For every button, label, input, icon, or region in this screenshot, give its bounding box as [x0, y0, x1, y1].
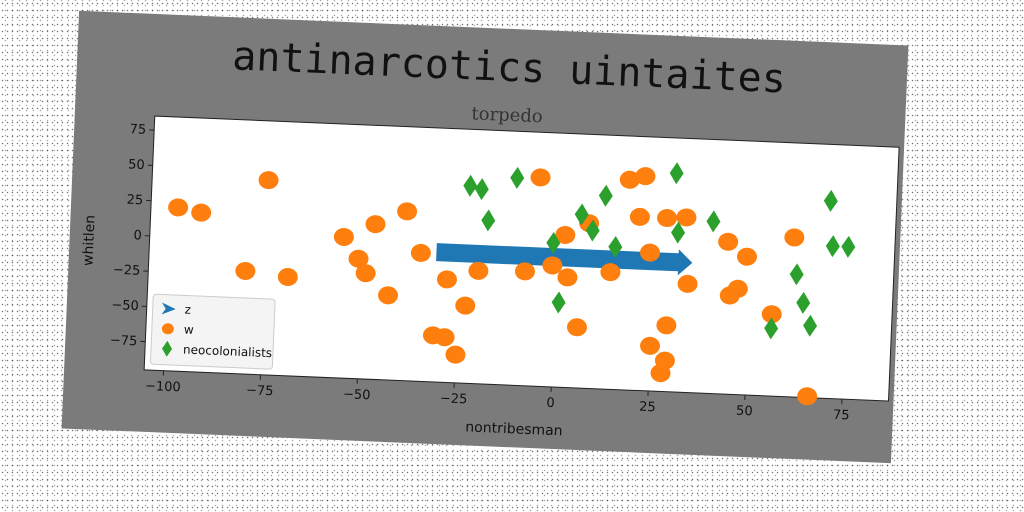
point-w — [258, 171, 279, 190]
y-tick-label: −25 — [113, 263, 141, 279]
point-w — [654, 351, 675, 370]
point-w — [468, 261, 489, 280]
legend-marker-neocolonialists — [162, 340, 173, 357]
point-w — [436, 270, 457, 289]
point-w — [410, 243, 431, 262]
point-w — [168, 198, 189, 217]
x-tick-label: −75 — [246, 383, 274, 399]
x-tick-label: 50 — [736, 404, 753, 420]
point-neocolonialists — [481, 209, 496, 232]
point-neocolonialists — [474, 178, 489, 201]
y-tick-label: 0 — [133, 228, 142, 243]
point-w — [797, 387, 818, 406]
point-neocolonialists — [789, 263, 804, 286]
point-w — [656, 316, 677, 335]
point-neocolonialists — [510, 166, 525, 189]
point-neocolonialists — [546, 231, 561, 254]
point-w — [640, 336, 661, 355]
point-w — [718, 232, 739, 251]
figure-card: antinarcotics uintaites torpedo −100 −75−… — [61, 10, 909, 464]
point-w — [657, 209, 678, 228]
y-axis-label: whitlen — [80, 215, 98, 267]
point-w — [378, 286, 399, 305]
point-w — [277, 267, 298, 287]
point-w — [455, 296, 476, 315]
point-w — [514, 262, 535, 281]
point-w — [727, 279, 748, 298]
legend: zw neocolonialists — [150, 293, 276, 370]
x-tick-label: −25 — [440, 391, 468, 407]
chart-subtitle: torpedo — [471, 103, 543, 127]
point-w — [761, 305, 782, 324]
point-w — [600, 263, 621, 282]
point-w — [640, 243, 661, 262]
point-w — [397, 202, 418, 221]
y-tick-label: 50 — [128, 157, 145, 173]
point-w — [348, 249, 369, 268]
point-neocolonialists — [796, 291, 811, 314]
point-neocolonialists — [551, 291, 566, 314]
point-neocolonialists — [825, 235, 840, 258]
point-w — [434, 328, 455, 347]
point-w — [677, 274, 698, 293]
x-tick-label: −50 — [343, 387, 371, 403]
point-neocolonialists — [608, 235, 623, 258]
x-tick-label: −100 — [145, 379, 181, 395]
point-neocolonialists — [823, 189, 838, 212]
plot-marks — [168, 162, 856, 406]
point-w — [530, 168, 551, 187]
point-w — [736, 247, 757, 266]
point-w — [445, 345, 466, 364]
point-w — [365, 215, 386, 234]
scatter-chart: antinarcotics uintaites torpedo −100 −75−… — [80, 33, 900, 439]
point-w — [567, 318, 588, 337]
legend-label-neocolonialists: neocolonialists — [183, 342, 273, 360]
point-w — [333, 227, 354, 246]
point-w — [355, 264, 376, 283]
point-w — [555, 225, 576, 244]
y-tick-label: −50 — [111, 298, 139, 314]
legend-box — [150, 293, 276, 370]
x-tick-label: 0 — [546, 396, 555, 411]
point-neocolonialists — [706, 210, 721, 233]
point-neocolonialists — [598, 184, 613, 207]
point-neocolonialists — [669, 162, 684, 185]
point-w — [542, 256, 563, 275]
point-w — [235, 261, 256, 280]
x-tick-label: 25 — [639, 400, 656, 416]
point-w — [557, 268, 578, 287]
legend-marker-w — [161, 323, 174, 335]
point-w — [635, 167, 656, 186]
y-tick-label: −75 — [110, 333, 138, 349]
point-neocolonialists — [803, 314, 818, 337]
chart-title: antinarcotics uintaites — [231, 33, 786, 102]
x-axis-label: nontribesman — [465, 419, 563, 439]
point-w — [676, 208, 697, 227]
y-tick-label: 25 — [126, 193, 143, 209]
legend-label-z: z — [184, 302, 191, 316]
arrow-mark-z — [436, 243, 693, 276]
point-w — [629, 207, 650, 226]
x-axis: −100 −75 −50 −25 0 25 50 75 — [145, 370, 850, 424]
point-neocolonialists — [574, 203, 589, 226]
point-neocolonialists — [764, 317, 779, 340]
point-neocolonialists — [671, 221, 686, 244]
point-neocolonialists — [463, 174, 478, 197]
legend-marker-z — [161, 302, 176, 315]
point-w — [191, 203, 212, 222]
y-axis: 75 50 25 0 −25 −50 −75 — [110, 122, 155, 349]
legend-label-w: w — [184, 322, 195, 336]
point-w — [619, 170, 640, 189]
point-w — [784, 228, 805, 247]
y-tick-label: 75 — [129, 122, 146, 138]
x-tick-label: 75 — [833, 408, 850, 424]
point-neocolonialists — [841, 235, 856, 258]
point-neocolonialists — [585, 219, 600, 242]
